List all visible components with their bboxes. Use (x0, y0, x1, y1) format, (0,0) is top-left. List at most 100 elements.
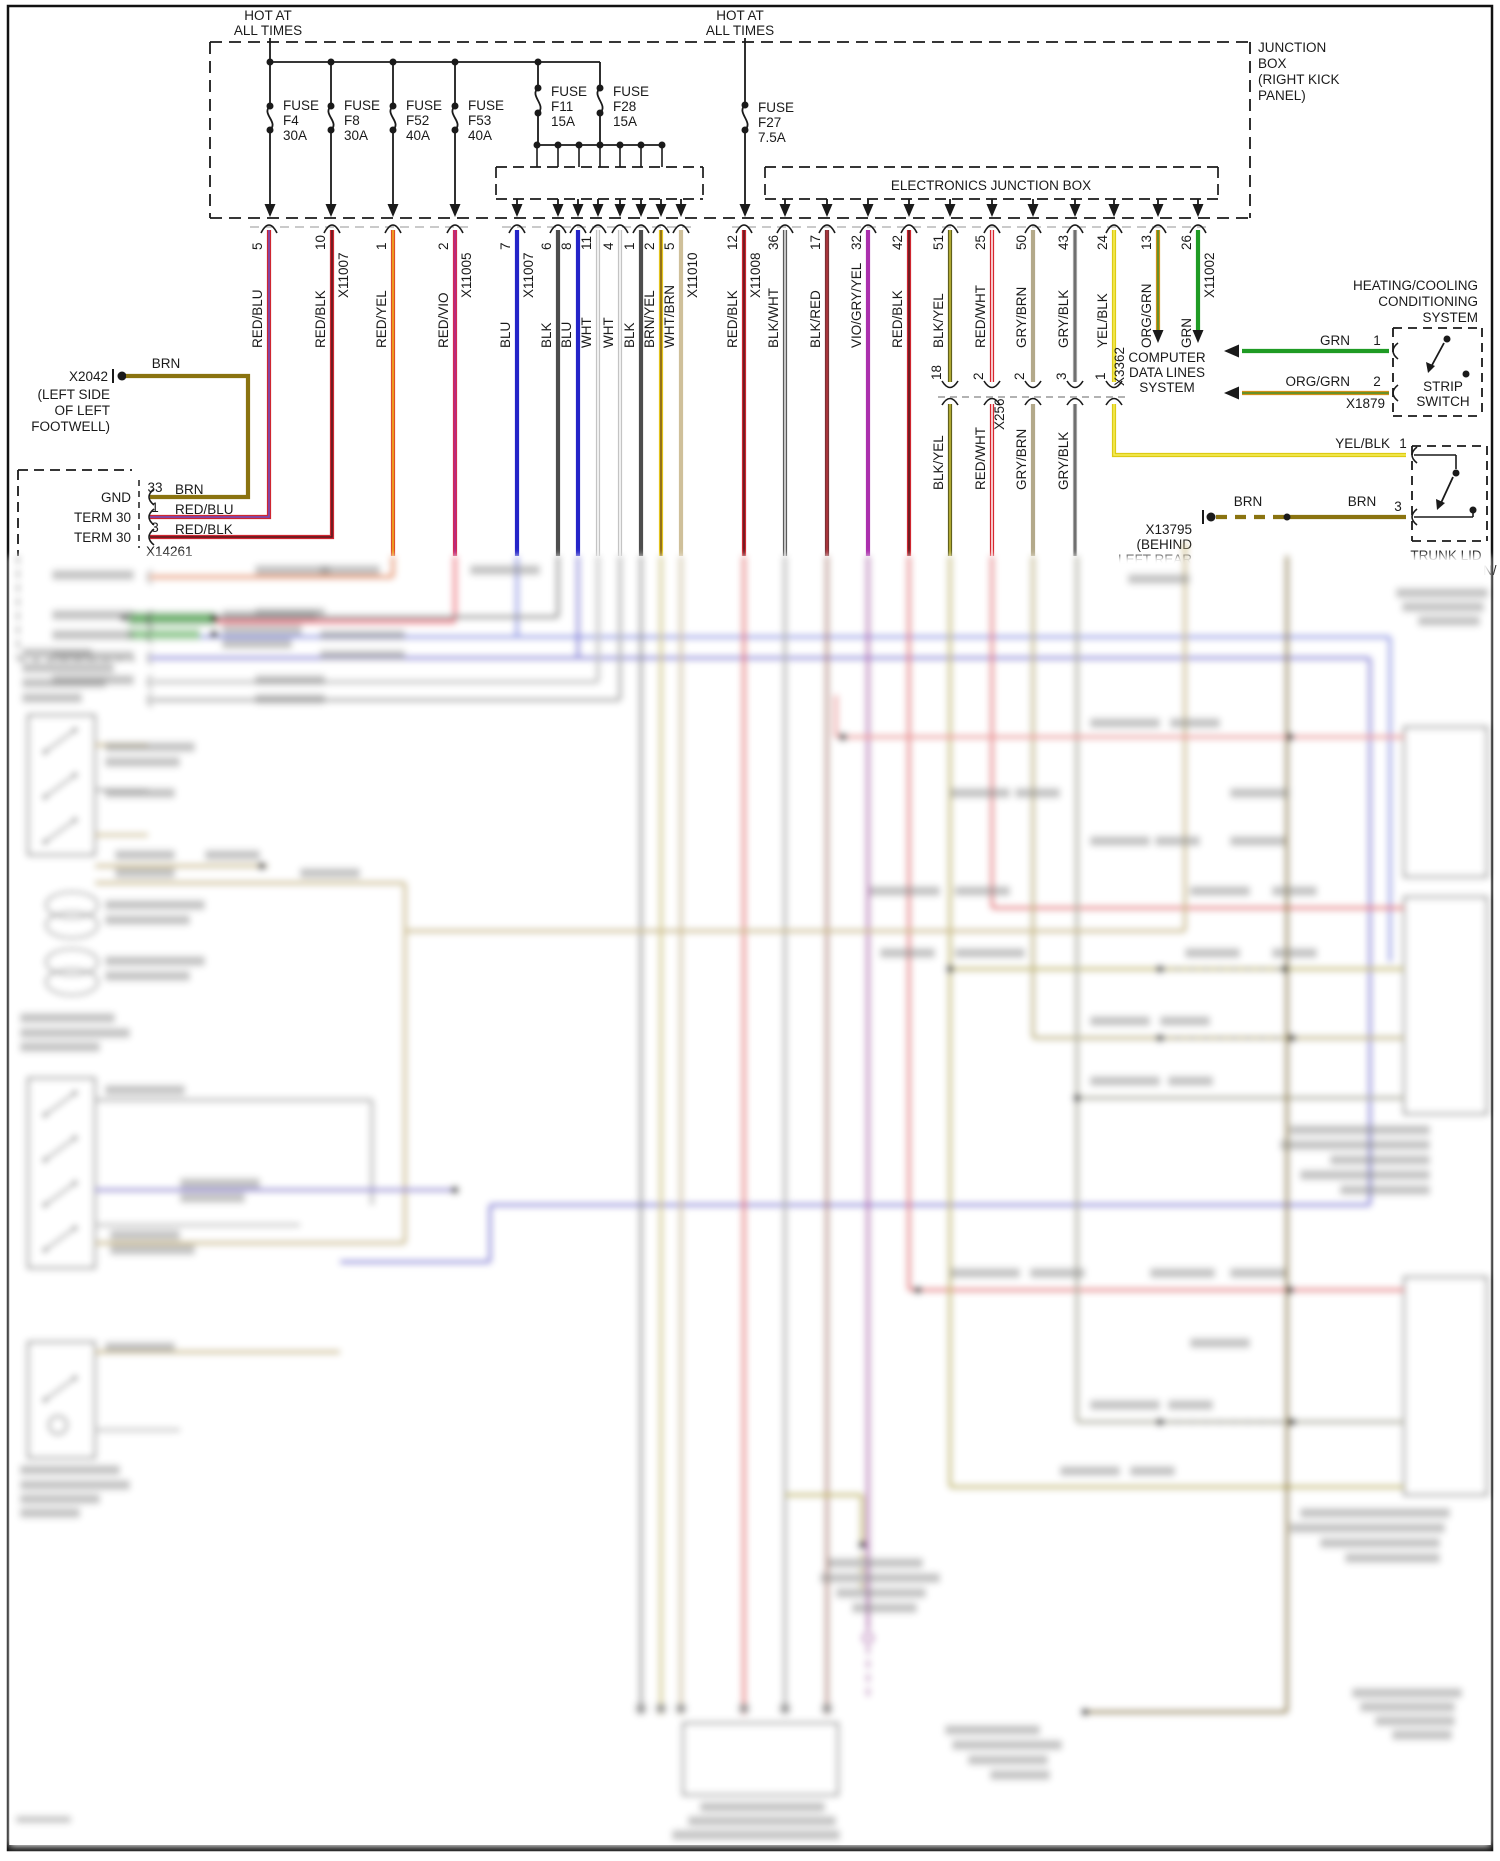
blurred-text-placeholder (20, 1465, 120, 1475)
junction-dot (1443, 335, 1451, 343)
fuse-label: F4 (283, 113, 299, 128)
inline-connector-icon (983, 397, 1001, 406)
blurred-text-placeholder (1290, 1523, 1445, 1533)
junction-dot (1206, 512, 1216, 522)
blurred-dot (42, 1247, 48, 1253)
fuse-icon (596, 87, 604, 114)
connector-pin-icon (735, 224, 753, 234)
pin-number: 26 (1179, 235, 1194, 250)
blurred-junction-dot (858, 1541, 866, 1549)
blurred-text-placeholder (115, 850, 175, 860)
pin-number: 10 (313, 235, 328, 250)
blurred-switch-arm (44, 729, 76, 753)
wire-color-label: GRY/BLK (1056, 290, 1071, 348)
blurred-text-placeholder (870, 886, 940, 896)
blurred-dot (42, 1157, 48, 1163)
blurred-text-placeholder (180, 1178, 260, 1188)
arrow-down-icon (675, 204, 687, 217)
pin-number: 2 (642, 242, 657, 250)
blurred-junction-dot (1081, 1708, 1089, 1716)
wire-color-label: RED/BLU (175, 502, 234, 517)
blurred-dot (42, 1202, 48, 1208)
blurred-text-placeholder (1030, 1268, 1085, 1278)
blurred-component-box (1402, 1275, 1489, 1497)
junction-dot (1469, 506, 1477, 514)
inline-pin-number: 2 (1012, 372, 1027, 380)
blurred-text-placeholder (1090, 1076, 1160, 1086)
wire-color-label: BLK/RED (808, 290, 823, 348)
connector-pin-icon (1066, 224, 1084, 234)
blurred-text-placeholder (836, 1588, 926, 1598)
connector-pin-icon (323, 224, 341, 234)
blurred-text-placeholder (1190, 1338, 1250, 1348)
inline-pin-number: 18 (929, 365, 944, 380)
blurred-green-connector (128, 612, 216, 625)
blurred-text-placeholder (300, 868, 360, 878)
connector-pin-icon (776, 224, 794, 234)
blurred-text-placeholder (105, 900, 205, 910)
blurred-text-placeholder (105, 915, 190, 925)
pin-number: 3 (1394, 499, 1402, 514)
inline-connector-icon (941, 380, 959, 389)
wire-color-label: BLK/YEL (931, 435, 946, 490)
wire-color-label: BRN (1234, 494, 1263, 509)
fuse-label: 15A (613, 114, 637, 129)
blurred-text-placeholder (52, 610, 134, 620)
wire-color-label: RED/YEL (374, 290, 389, 348)
blurred-text-placeholder (52, 651, 134, 661)
connector-id: X11008 (748, 252, 763, 298)
inline-pin-number: 1 (1093, 372, 1108, 380)
wire-color-label: RED/BLK (313, 290, 328, 348)
connector-pin-icon (1189, 224, 1207, 234)
fuse-label: FUSE (344, 98, 380, 113)
wire-color-label: RED/WHT (973, 427, 988, 490)
fuse-label: 7.5A (758, 130, 786, 145)
wire-yel-blk-trunk (1113, 404, 1406, 456)
pin-number: 17 (808, 235, 823, 250)
junction-dot (1462, 370, 1470, 378)
wire-color-label: BRN (175, 482, 204, 497)
wire-brn-x2042 (126, 373, 251, 500)
connector-pin-icon (508, 224, 526, 234)
connector-pin-icon (859, 224, 877, 234)
arrow-down-icon (1192, 330, 1204, 343)
pin-number: 12 (725, 235, 740, 250)
connector-id: X11007 (336, 252, 351, 298)
hot-at-label: ALL TIMES (234, 23, 302, 38)
blurred-motor-icon (45, 948, 99, 976)
blurred-connector (146, 614, 153, 630)
blurred-dot (72, 1180, 78, 1186)
fuse-label: F52 (406, 113, 429, 128)
blurred-text-placeholder (52, 570, 134, 580)
blurred-text-placeholder (1300, 1170, 1430, 1180)
blurred-text-placeholder (20, 1028, 130, 1038)
blurred-dot (42, 839, 48, 845)
inline-pin-number: 3 (1054, 372, 1069, 380)
blurred-text-placeholder (1155, 836, 1200, 846)
wire-color-label: GRN (1179, 318, 1194, 348)
fuse-label: 30A (283, 128, 307, 143)
inline-connector-icon (941, 397, 959, 406)
fuse-label: FUSE (283, 98, 319, 113)
blurred-text-placeholder (20, 1013, 115, 1023)
fuse-label: 40A (468, 128, 492, 143)
blurred-motor-icon (45, 891, 99, 919)
connector-socket-icon (148, 508, 155, 526)
inline-connector-icon (1024, 380, 1042, 389)
pin-number: 8 (559, 242, 574, 250)
wire-red-blu (150, 230, 270, 518)
connector-socket-icon (1392, 384, 1399, 402)
switch-arrow-icon (1436, 499, 1445, 510)
blurred-junction-dot (451, 1186, 459, 1194)
blurred-text-placeholder (1345, 1553, 1440, 1563)
pin-number: 24 (1095, 234, 1110, 250)
wire-color-label: GRY/BLK (1056, 432, 1071, 490)
arrow-down-icon (821, 204, 833, 217)
pin-number: 36 (766, 235, 781, 250)
inline-connector-icon (983, 380, 1001, 389)
blurred-text-placeholder (1160, 1016, 1210, 1026)
blurred-connector (146, 609, 153, 625)
pin-number: 33 (147, 480, 162, 495)
blurred-text-placeholder (688, 1816, 836, 1826)
blurred-component-box (1402, 725, 1489, 879)
